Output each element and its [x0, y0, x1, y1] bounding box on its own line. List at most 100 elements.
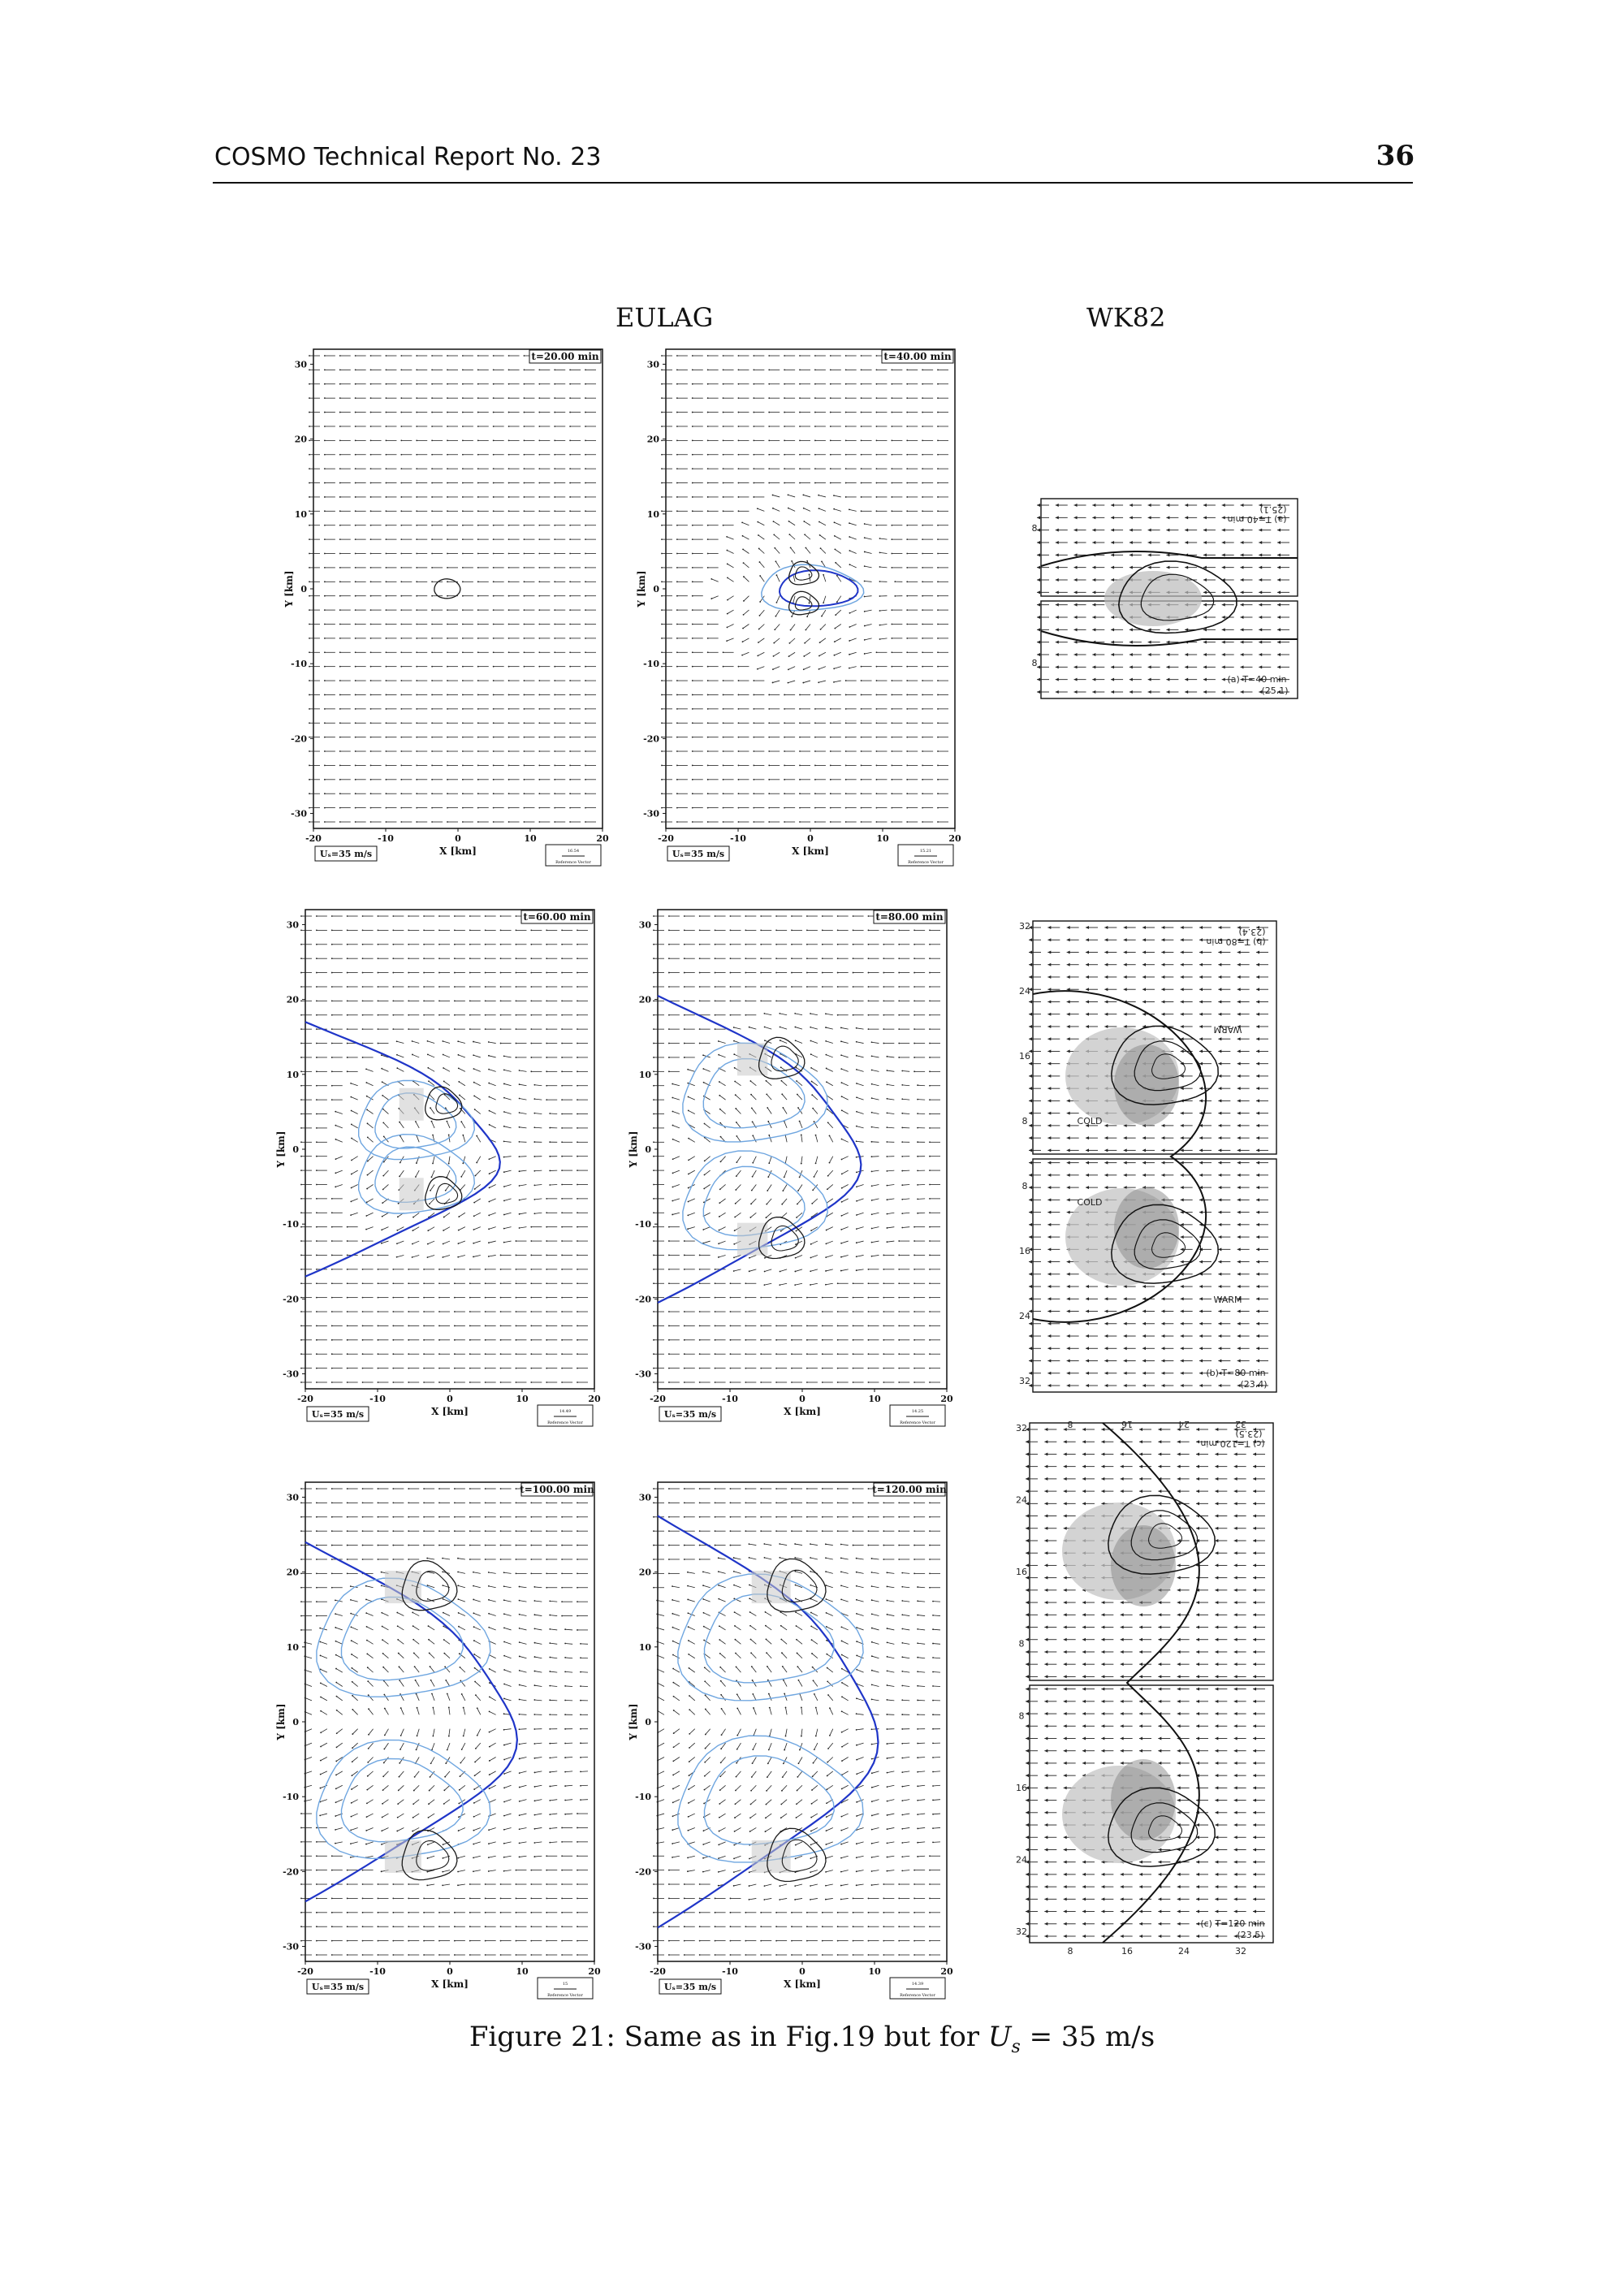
y-tick-label: 10	[647, 509, 660, 520]
shear-text: Uₛ=35 m/s	[312, 1982, 364, 1992]
contours	[304, 1021, 501, 1278]
wk82-value-top: (23.4)	[1238, 927, 1265, 937]
plot-frame	[665, 348, 956, 829]
x-tick-label: -10	[369, 1966, 386, 1977]
eulag-panel-6: 30 20 10 0 -10 -20 -30 -20 -10 0 10 20 Y [km] X [km] t…	[628, 1474, 958, 2026]
wk82-labels: (c) T=120 min(23.5)(c) T=120 min(23.5)32…	[1016, 1419, 1265, 1957]
eulag-plot: 30 20 10 0 -10 -20 -30 -20 -10 0 10 20 Y [km] X [km] t…	[636, 348, 961, 867]
time-label: t=80.00 min	[873, 910, 946, 924]
wk82-panel-b: (b) T=80 min (23.4) (b) T=80 min (23.4) 32 24…	[1017, 913, 1293, 1400]
y-tick-label: 20	[287, 995, 300, 1005]
wk82-panel-c: (c) T=120 min (23.5) (c) T=120 min (23.5) 32…	[1013, 1415, 1289, 1957]
y-tick-label: 10	[639, 1070, 652, 1080]
contours	[761, 560, 865, 616]
reference-vector-box: 14.25 Reference Vector	[889, 1404, 946, 1427]
y-tick-label: 10	[287, 1642, 300, 1653]
x-tick-label: -10	[722, 1966, 738, 1977]
y-tick-label: -30	[291, 809, 307, 819]
axes: 30 20 10 0 -10 -20 -30 -20 -10 0 10 20 Y [km] X [km]	[275, 1492, 601, 1990]
wk82-side-tick: 16	[1016, 1567, 1027, 1577]
wk82-plot: (c) T=120 min(23.5)(c) T=120 min(23.5)32…	[1016, 1419, 1274, 1957]
time-text: t=80.00 min	[875, 911, 944, 923]
time-text: t=20.00 min	[531, 351, 599, 362]
axes: 30 20 10 0 -10 -20 -30 -20 -10 0 10 20 Y [km] X [km]	[636, 359, 961, 857]
wk82-time-label-top: (a) T=40 min	[1227, 514, 1286, 525]
reference-value: 14.39	[912, 1982, 923, 1987]
wk82-labels: (a) T=40 min(25.1)(a) T=40 min(25.1)88	[1032, 504, 1289, 696]
wk82-word: COLD	[1078, 1116, 1103, 1126]
wk82-value-top: (25.1)	[1259, 504, 1286, 515]
time-text: t=60.00 min	[523, 911, 591, 923]
wk82-value-top: (23.5)	[1235, 1429, 1262, 1439]
x-axis-label: X [km]	[431, 1978, 469, 1990]
eulag-panel-5: 30 20 10 0 -10 -20 -30 -20 -10 0 10 20 Y [km] X [km] t…	[275, 1474, 606, 2026]
wk82-side-tick: 8	[1022, 1116, 1028, 1126]
wind-vectors	[300, 1488, 589, 1956]
y-tick-label: 0	[645, 1717, 651, 1727]
y-tick-label: 20	[639, 995, 652, 1005]
wk82-side-tick: 16	[1016, 1783, 1027, 1793]
wk82-word: COLD	[1078, 1197, 1103, 1208]
x-axis-label: X [km]	[792, 845, 829, 857]
x-tick-label: 0	[807, 833, 814, 844]
x-tick-label: -20	[297, 1394, 313, 1404]
x-tick-label: 10	[876, 833, 889, 844]
wk82-contours	[1062, 1422, 1216, 1944]
plot-frame	[657, 1481, 948, 1962]
y-tick-label: 30	[639, 919, 652, 930]
time-text: t=100.00 min	[520, 1484, 594, 1495]
wk82-value-bottom: (23.5)	[1237, 1930, 1263, 1940]
y-tick-label: 30	[287, 1492, 300, 1503]
shear-box: Uₛ=35 m/s	[306, 1406, 369, 1422]
wk82-side-tick: 32	[1019, 1376, 1030, 1386]
page-number: 36	[1376, 140, 1415, 172]
reference-vector-box: 15 Reference Vector	[537, 1977, 594, 2000]
eulag-plot: 30 20 10 0 -10 -20 -30 -20 -10 0 10 20 Y [km] X [km] t…	[283, 348, 609, 867]
wind-vectors	[661, 355, 948, 823]
y-tick-label: -10	[643, 659, 659, 669]
wk82-time-label-top: (c) T=120 min	[1200, 1438, 1264, 1449]
caption-variable: Us	[987, 2021, 1021, 2057]
wk82-contours	[1032, 990, 1219, 1323]
time-label: t=120.00 min	[872, 1482, 947, 1497]
wk82-plot: (a) T=40 min(25.1)(a) T=40 min(25.1)88	[1032, 498, 1298, 699]
y-tick-label: -10	[635, 1219, 651, 1230]
x-tick-label: 20	[940, 1966, 953, 1977]
y-tick-label: -20	[635, 1294, 651, 1304]
stippled-region	[736, 1222, 768, 1256]
wk82-labels: (b) T=80 min(23.4)(b) T=80 min(23.4)3224…	[1019, 921, 1268, 1390]
time-label: t=40.00 min	[881, 349, 954, 364]
y-tick-label: -30	[643, 809, 659, 819]
reference-vector-box: 14.39 Reference Vector	[889, 1977, 946, 2000]
wk82-time-label-bottom: (b) T=80 min	[1206, 1368, 1265, 1378]
reference-label: Reference Vector	[900, 1993, 935, 1998]
wk82-side-tick: 16	[1019, 1246, 1030, 1256]
wk82-vectors	[1026, 1428, 1265, 1938]
reference-vector-box: 16.54 Reference Vector	[545, 844, 602, 867]
wk82-time-label-top: (b) T=80 min	[1206, 936, 1265, 947]
shear-text: Uₛ=35 m/s	[664, 1409, 716, 1420]
time-label: t=100.00 min	[520, 1482, 594, 1497]
reference-value: 14.49	[559, 1409, 571, 1414]
wind-vectors	[309, 355, 596, 823]
x-tick-label: 10	[524, 833, 537, 844]
y-tick-label: 30	[287, 919, 300, 930]
figure-caption: Figure 21: Same as in Fig.19 but for Us …	[0, 2021, 1624, 2057]
y-tick-label: 0	[300, 584, 307, 595]
x-tick-label: 10	[516, 1966, 529, 1977]
reference-value: 14.25	[912, 1409, 923, 1414]
x-tick-label: 0	[455, 833, 461, 844]
y-tick-label: -20	[643, 733, 659, 744]
x-tick-label: -20	[650, 1966, 666, 1977]
x-tick-label: 10	[516, 1394, 529, 1404]
x-tick-label: -20	[650, 1394, 666, 1404]
wk82-time-label-bottom: (c) T=120 min	[1200, 1918, 1264, 1929]
x-axis-label: X [km]	[784, 1406, 821, 1417]
x-tick-label: -10	[378, 833, 394, 844]
eulag-panel-1: 30 20 10 0 -10 -20 -30 -20 -10 0 10 20 Y [km] X [km] t…	[283, 341, 614, 893]
axes: 30 20 10 0 -10 -20 -30 -20 -10 0 10 20 Y [km] X [km]	[283, 359, 609, 857]
wk82-value-bottom: (23.4)	[1240, 1379, 1267, 1390]
y-tick-label: -30	[635, 1369, 651, 1380]
x-tick-label: 20	[948, 833, 961, 844]
eulag-panel-2: 30 20 10 0 -10 -20 -30 -20 -10 0 10 20 Y [km] X [km] t…	[636, 341, 966, 893]
